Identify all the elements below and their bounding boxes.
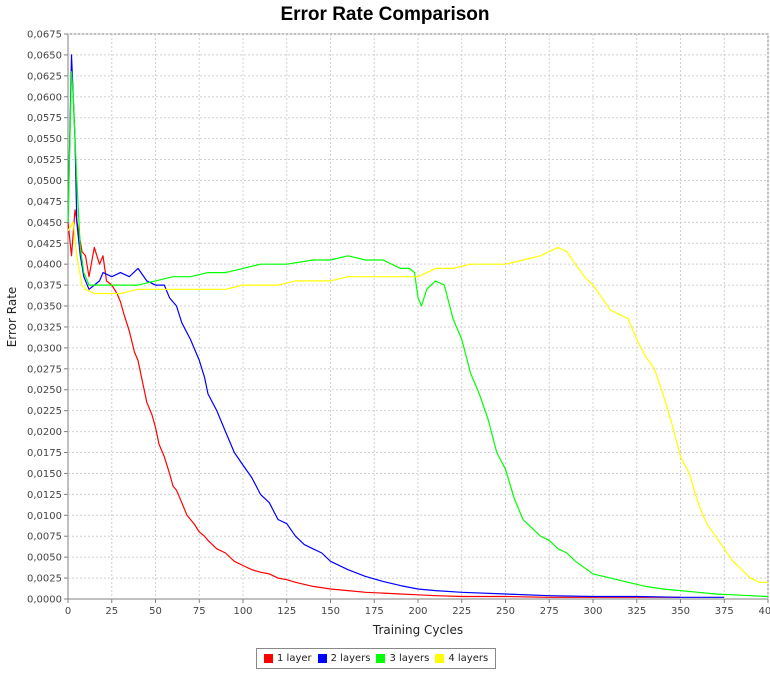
legend-label: 3 layers [389,653,430,664]
legend-item-4: 4 layers [435,653,488,664]
x-tick-label: 125 [277,606,296,617]
y-tick-label: 0,0025 [27,574,62,585]
y-tick-label: 0,0525 [27,155,62,166]
x-tick-label: 100 [233,606,252,617]
x-tick-label: 175 [365,606,384,617]
legend-label: 1 layer [277,653,312,664]
y-tick-label: 0,0050 [27,553,62,564]
y-axis-title: Error Rate [5,287,19,348]
y-tick-label: 0,0225 [27,406,62,417]
grid-layer [67,33,769,600]
x-tick-label: 225 [452,606,471,617]
y-tick-label: 0,0175 [27,448,62,459]
x-tick-label: 400 [758,606,770,617]
x-tick-label: 350 [671,606,690,617]
y-tick-label: 0,0350 [27,302,62,313]
y-tick-label: 0,0300 [27,343,62,354]
y-tick-label: 0,0675 [27,30,62,41]
x-axis-title: Training Cycles [372,623,463,637]
legend-swatch [376,654,386,663]
y-tick-label: 0,0625 [27,71,62,82]
plot-area [67,33,769,600]
x-tick-label: 375 [715,606,734,617]
x-tick-label: 200 [408,606,427,617]
x-tick-label: 250 [496,606,515,617]
y-tick-label: 0,0075 [27,532,62,543]
legend: 1 layer 2 layers 3 layers 4 layers [256,648,497,669]
x-tick-label: 300 [583,606,602,617]
legend-label: 2 layers [330,653,371,664]
x-tick-label: 150 [321,606,340,617]
y-tick-label: 0,0100 [27,511,62,522]
legend-swatch [264,654,273,663]
y-tick-label: 0,0550 [27,134,62,145]
series-line-3 [67,71,769,598]
y-tick-label: 0,0200 [27,427,62,438]
x-tick-label: 25 [105,606,118,617]
y-tick-label: 0,0150 [27,469,62,480]
legend-item-2: 2 layers [317,653,371,664]
y-tick-label: 0,0600 [27,92,62,103]
y-tick-label: 0,0325 [27,322,62,333]
legend-swatch [435,654,445,663]
y-tick-label: 0,0400 [27,260,62,271]
axis-layer: 0 25 50 75 100 125 150 175 200 225 250 275 300 325 350… [27,30,770,618]
y-tick-label: 0,0500 [27,176,62,187]
series-line-1 [67,209,681,598]
x-tick-label: 75 [193,606,206,617]
x-tick-label: 50 [149,606,162,617]
series-layer [67,54,769,598]
x-tick-label: 325 [627,606,646,617]
y-tick-label: 0,0275 [27,364,62,375]
legend-label: 4 layers [448,653,489,664]
series-line-2 [67,54,725,598]
y-tick-label: 0,0250 [27,385,62,396]
y-tick-label: 0,0125 [27,490,62,501]
series-line-4 [67,221,768,583]
y-tick-label: 0,0475 [27,197,62,208]
chart-title: Error Rate Comparison [280,4,490,25]
legend-item-3: 3 layers [376,653,429,664]
y-tick-label: 0,0375 [27,281,62,292]
x-tick-label: 0 [65,606,71,617]
x-tick-label: 275 [540,606,559,617]
legend-item-1: 1 layer [264,653,312,664]
y-tick-label: 0,0000 [27,595,62,606]
y-tick-label: 0,0450 [27,218,62,229]
y-tick-label: 0,0425 [27,239,62,250]
legend-swatch [317,654,327,663]
y-tick-label: 0,0650 [27,50,62,61]
y-tick-label: 0,0575 [27,113,62,124]
